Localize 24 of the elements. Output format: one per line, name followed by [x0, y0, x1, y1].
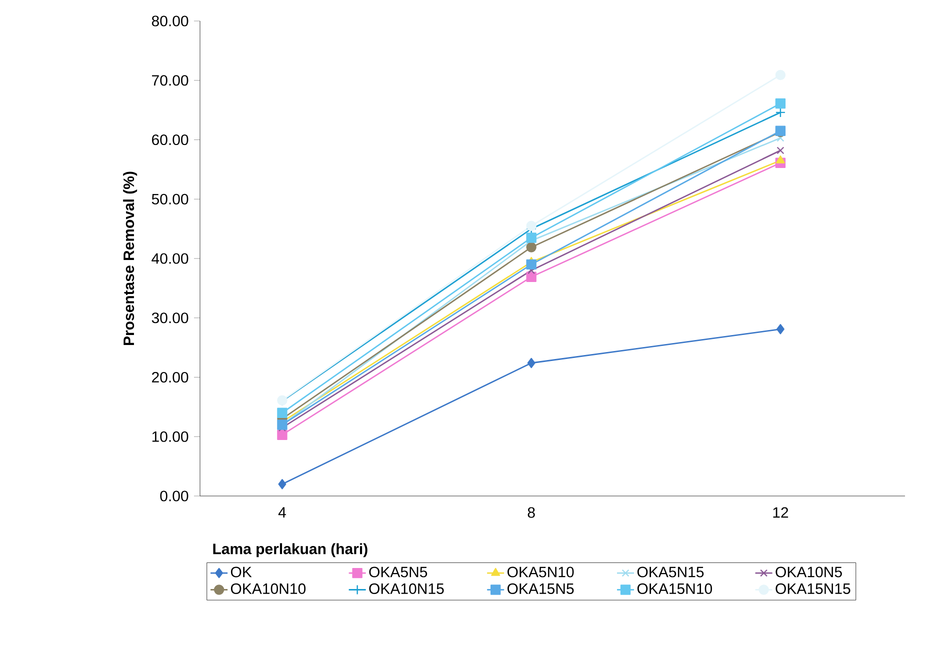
legend-label: OKA10N10 — [230, 583, 306, 594]
y-tick-label: 60.00 — [152, 134, 188, 146]
legend-label: OKA15N15 — [776, 583, 850, 594]
legend-label: OKA10N5 — [776, 566, 842, 578]
x-tick-label: 4 — [278, 507, 286, 518]
x-tick-label: 8 — [528, 507, 535, 518]
legend-label: OKA5N10 — [507, 566, 574, 578]
y-tick-label: 20.00 — [152, 372, 188, 383]
legend-label: OKA15N10 — [637, 583, 712, 594]
x-axis-title: Lama perlakuan (hari) — [213, 543, 368, 558]
y-tick-label: 70.00 — [152, 75, 188, 86]
y-axis-title: Prosentase Removal (%) — [123, 172, 138, 346]
y-tick-label: 40.00 — [152, 253, 188, 264]
y-tick-label: 80.00 — [152, 16, 188, 26]
legend-label: OKA10N15 — [369, 583, 444, 594]
y-tick-label: 30.00 — [152, 312, 188, 324]
legend-label: OKA5N15 — [637, 566, 704, 578]
y-tick-label: 50.00 — [152, 194, 188, 204]
legend-label: OKA15N5 — [507, 583, 574, 594]
y-tick-label: 0.00 — [160, 490, 188, 502]
x-tick-label: 12 — [773, 507, 788, 518]
legend-label: OK — [230, 566, 252, 578]
legend-label: OKA5N5 — [369, 566, 428, 578]
y-tick-label: 10.00 — [152, 431, 188, 442]
